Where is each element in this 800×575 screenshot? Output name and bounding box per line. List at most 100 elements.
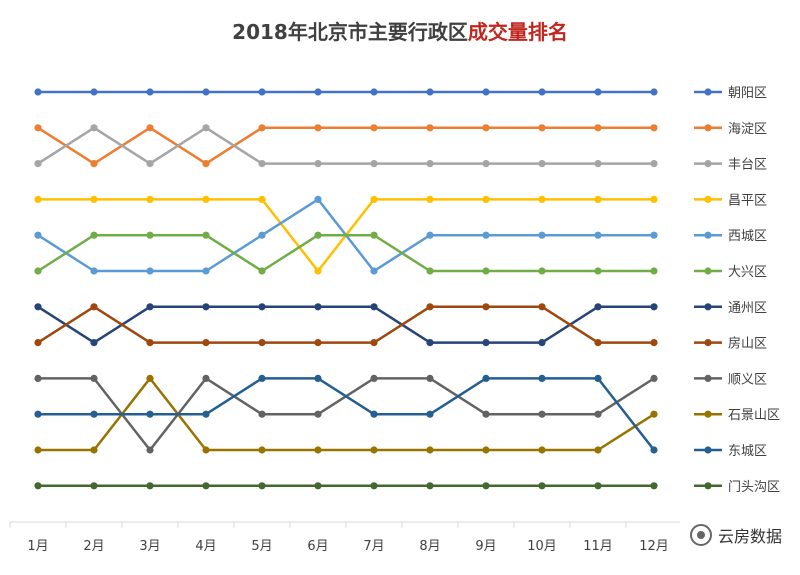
data-point [538,446,546,454]
data-point [202,231,210,239]
data-point [314,195,322,203]
data-point [650,410,658,418]
legend-swatch-marker [704,339,712,347]
data-point [258,231,266,239]
data-point [258,267,266,275]
data-point [90,374,98,382]
data-point [538,482,546,490]
data-point [650,195,658,203]
data-point [650,124,658,132]
data-point [258,88,266,96]
legend-swatch-marker [704,160,712,168]
legend-item: 昌平区 [694,193,767,208]
legend-swatch-marker [704,231,712,239]
data-point [650,339,658,347]
legend-label: 朝阳区 [728,86,767,101]
series-1 [34,88,658,96]
data-point [482,195,490,203]
legend-label: 房山区 [728,336,767,352]
data-point [314,124,322,132]
data-point [202,267,210,275]
data-point [34,231,42,239]
data-point [146,446,154,454]
data-point [426,482,434,490]
legend-label: 丰台区 [728,158,767,173]
x-tick-label: 11月 [583,539,613,554]
legend-item: 西城区 [694,229,767,244]
data-point [482,88,490,96]
data-point [146,482,154,490]
data-point [146,124,154,132]
data-point [426,88,434,96]
data-point [482,410,490,418]
data-point [258,124,266,132]
data-point [650,88,658,96]
data-point [202,482,210,490]
legend-label: 通州区 [728,301,767,316]
legend-swatch-marker [704,267,712,275]
legend-swatch-marker [704,124,712,132]
data-point [370,88,378,96]
x-tick-label: 8月 [419,539,440,554]
legend-label: 顺义区 [728,372,767,387]
data-point [370,160,378,168]
x-tick-label: 12月 [639,539,669,554]
data-point [146,410,154,418]
data-point [90,446,98,454]
series-line [37,305,654,344]
legend-swatch-marker [704,482,712,490]
data-point [202,339,210,347]
data-point [426,303,434,311]
watermark-text: 云房数据 [717,527,782,546]
data-point [370,267,378,275]
data-point [594,124,602,132]
series-12 [34,482,658,490]
legend-label: 门头沟区 [728,480,780,495]
data-point [650,231,658,239]
x-tick-label: 3月 [139,539,160,554]
series-line [37,126,654,165]
legend-label: 石景山区 [728,408,780,423]
data-point [314,339,322,347]
data-point [34,195,42,203]
data-point [90,195,98,203]
data-point [258,446,266,454]
data-point [426,195,434,203]
data-point [202,374,210,382]
data-point [34,303,42,311]
data-point [482,446,490,454]
data-point [650,160,658,168]
data-point [146,160,154,168]
data-point [594,267,602,275]
series-3 [34,124,658,168]
data-point [202,195,210,203]
data-point [34,88,42,96]
x-tick-label: 9月 [475,539,496,554]
legend-item: 顺义区 [694,372,767,387]
data-point [538,160,546,168]
data-point [258,195,266,203]
legend-item: 海淀区 [694,122,767,137]
data-point [202,410,210,418]
data-point [594,482,602,490]
data-point [538,124,546,132]
data-point [258,303,266,311]
x-tick-label: 4月 [195,539,216,554]
data-point [258,410,266,418]
data-point [370,339,378,347]
data-point [34,267,42,275]
data-point [426,124,434,132]
data-point [314,160,322,168]
data-point [426,446,434,454]
data-point [650,374,658,382]
legend-item: 东城区 [694,444,767,459]
data-point [314,374,322,382]
data-point [202,446,210,454]
data-point [34,339,42,347]
data-point [426,339,434,347]
legend-item: 门头沟区 [694,480,780,495]
data-point [426,231,434,239]
data-point [594,160,602,168]
data-point [314,88,322,96]
x-tick-label: 1月 [27,539,48,554]
